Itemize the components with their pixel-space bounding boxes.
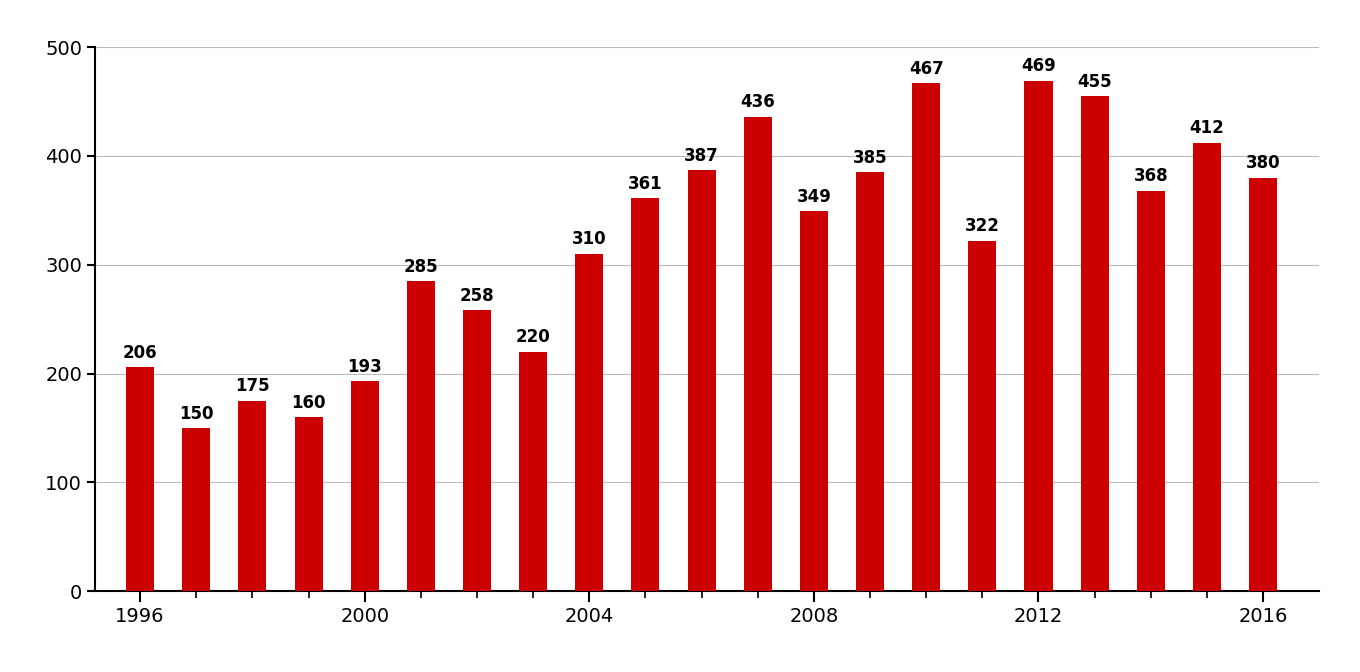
Text: 310: 310 bbox=[573, 230, 607, 249]
Bar bbox=[800, 212, 828, 591]
Text: 412: 412 bbox=[1190, 120, 1224, 137]
Text: 285: 285 bbox=[404, 257, 438, 276]
Bar bbox=[1024, 81, 1053, 591]
Bar bbox=[1137, 191, 1164, 591]
Bar bbox=[631, 198, 660, 591]
Bar bbox=[295, 417, 322, 591]
Bar bbox=[520, 352, 547, 591]
Text: 150: 150 bbox=[180, 405, 214, 423]
Bar bbox=[913, 83, 940, 591]
Text: 220: 220 bbox=[515, 329, 551, 347]
Bar bbox=[855, 172, 884, 591]
Bar bbox=[407, 281, 435, 591]
Text: 469: 469 bbox=[1021, 57, 1055, 75]
Text: 361: 361 bbox=[628, 175, 662, 193]
Text: 436: 436 bbox=[740, 93, 775, 112]
Bar bbox=[238, 401, 267, 591]
Text: 258: 258 bbox=[460, 287, 494, 305]
Text: 368: 368 bbox=[1133, 167, 1168, 185]
Text: 160: 160 bbox=[291, 394, 326, 412]
Bar bbox=[575, 254, 604, 591]
Text: 387: 387 bbox=[684, 146, 719, 165]
Text: 175: 175 bbox=[235, 378, 269, 395]
Text: 455: 455 bbox=[1077, 73, 1112, 91]
Text: 467: 467 bbox=[908, 60, 944, 77]
Text: 193: 193 bbox=[347, 358, 382, 376]
Bar bbox=[968, 241, 997, 591]
Bar bbox=[462, 310, 491, 591]
Text: 349: 349 bbox=[797, 188, 831, 206]
Bar bbox=[182, 428, 211, 591]
Bar bbox=[126, 367, 154, 591]
Bar bbox=[1081, 96, 1108, 591]
Bar bbox=[351, 381, 378, 591]
Text: 322: 322 bbox=[964, 217, 1000, 235]
Bar bbox=[1193, 143, 1221, 591]
Bar bbox=[744, 117, 771, 591]
Text: 380: 380 bbox=[1246, 155, 1280, 172]
Bar bbox=[688, 170, 715, 591]
Text: 385: 385 bbox=[853, 149, 887, 167]
Bar bbox=[1248, 177, 1277, 591]
Text: 206: 206 bbox=[122, 343, 158, 362]
